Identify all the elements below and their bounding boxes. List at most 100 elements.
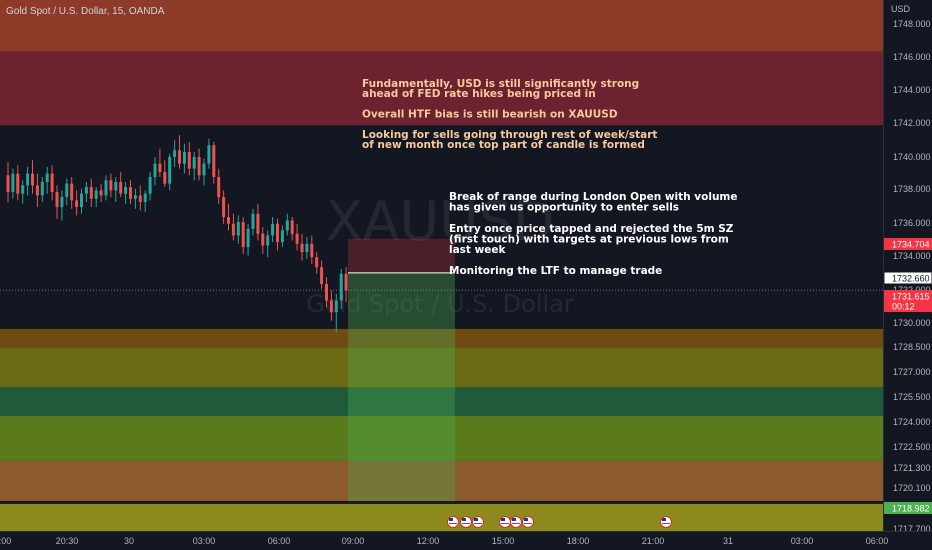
candle: [84, 182, 88, 203]
annotation-line: has given us opportunity to enter sells: [449, 202, 679, 214]
flag-canton: [662, 518, 666, 521]
target-zone-3: [0, 460, 883, 501]
candle-body: [55, 192, 59, 208]
candle: [222, 190, 226, 224]
candle-body: [256, 213, 260, 234]
price-tag-text: 1718.982: [892, 504, 930, 514]
candle: [55, 185, 59, 219]
price-tick-label: 1728.500: [893, 342, 931, 352]
price-tick-label: 1738.000: [893, 184, 931, 194]
price-tick-label: 1724.000: [893, 417, 931, 427]
candle-body: [143, 193, 147, 203]
price-tag-text: 1731.615: [892, 292, 930, 302]
candle-body: [138, 195, 142, 203]
price-tag-box: [884, 238, 932, 250]
candle-body: [11, 173, 15, 193]
annotation-line: Monitoring the LTF to manage trade: [449, 265, 662, 277]
candle-body: [99, 190, 103, 196]
time-tick-label: 31: [723, 536, 733, 546]
candle: [133, 188, 137, 209]
candle-body: [119, 182, 123, 194]
price-tick-label: 1744.000: [893, 85, 931, 95]
economic-events: [447, 516, 672, 528]
candle: [241, 217, 245, 254]
candlestick-series: [6, 135, 348, 333]
candle-body: [251, 213, 255, 229]
candle: [178, 135, 181, 169]
candle: [207, 138, 211, 169]
candle-body: [16, 173, 20, 194]
candle: [31, 160, 34, 194]
candle-body: [6, 175, 10, 193]
time-tick-label: 03:00: [791, 536, 814, 546]
candle-body: [207, 145, 211, 164]
candle: [40, 177, 44, 203]
candle: [290, 217, 294, 241]
candle: [153, 156, 157, 186]
us-flag-icon: [447, 516, 459, 528]
candle-body: [129, 187, 132, 199]
candle: [271, 217, 275, 243]
price-tick-label: 1748.000: [893, 19, 931, 29]
entry-annotation: Break of range during London Open with v…: [449, 191, 738, 277]
time-axis-background: [0, 531, 932, 550]
candle: [300, 233, 304, 261]
candle-body: [26, 173, 30, 186]
candle: [295, 223, 299, 251]
price-tag-box: [884, 290, 932, 312]
price-tick-label: 1721.300: [893, 463, 931, 473]
candle-body: [325, 283, 328, 301]
candle-body: [50, 173, 54, 193]
candle-body: [75, 200, 79, 208]
candle: [285, 213, 289, 236]
flag-canton: [449, 518, 453, 521]
annotation-line: last week: [449, 244, 507, 256]
candle-body: [285, 220, 289, 231]
candle: [256, 203, 260, 241]
candle: [35, 173, 39, 208]
annotation-line: ahead of FED rate hikes being priced in: [362, 88, 596, 100]
annotation-line: (first touch) with targets at previous l…: [449, 233, 729, 245]
candle-body: [178, 150, 181, 164]
support-zone-band: [0, 387, 883, 416]
candle: [21, 180, 25, 204]
candle-body: [231, 223, 235, 236]
annotation-line: Fundamentally, USD is still significantl…: [362, 78, 639, 90]
target-zone-2: [0, 415, 883, 461]
candle-body: [89, 187, 93, 199]
time-tick-label: 12:00: [417, 536, 440, 546]
watermark-symbol: XAUUSD: [326, 190, 555, 253]
candle-body: [94, 190, 98, 199]
candle-body: [329, 300, 333, 313]
price-tag-text: 1734.704: [892, 240, 930, 250]
time-tick-label: 03:00: [193, 536, 216, 546]
candle-body: [173, 150, 177, 157]
candle-body: [124, 187, 128, 194]
candle-body: [266, 235, 270, 246]
candle-body: [217, 177, 221, 198]
candle: [124, 182, 128, 204]
price-tick-label: 1736.000: [893, 218, 931, 228]
candle-body: [280, 230, 284, 243]
annotation-line: of new month once top part of candle is …: [362, 139, 645, 151]
candle: [26, 166, 30, 196]
price-label-tag: 1718.982: [884, 502, 932, 514]
candle-body: [168, 156, 172, 184]
candle-body: [114, 182, 118, 191]
candle-body: [35, 185, 39, 196]
price-tick-label: 1734.000: [893, 251, 931, 261]
currency-label: USD: [891, 4, 911, 14]
candle: [325, 277, 328, 308]
symbol-watermark: XAUUSD Gold Spot / U.S. Dollar: [306, 190, 574, 318]
candle: [276, 218, 279, 251]
lower-support-band: [0, 503, 883, 531]
price-tick-label: 1717.700: [893, 524, 931, 534]
candle-body: [241, 222, 245, 248]
candle: [197, 148, 201, 181]
candle-body: [60, 197, 64, 208]
time-tick-label: 18:00: [567, 536, 590, 546]
candle-body: [163, 171, 167, 184]
candle: [329, 290, 333, 321]
